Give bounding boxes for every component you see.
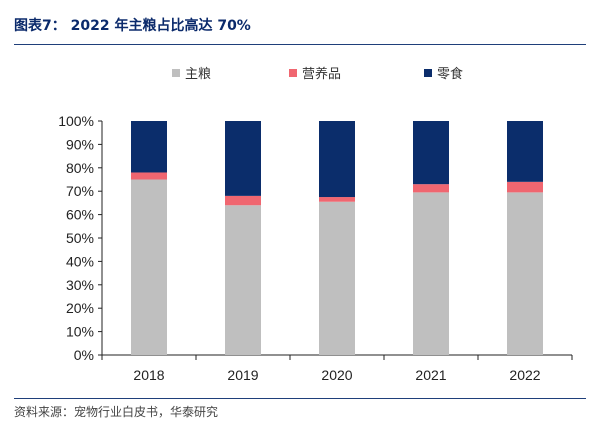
chart-title: 图表7： 2022 年主粮占比高达 70% (14, 18, 251, 34)
bar-segment-2019-snack (225, 121, 261, 196)
legend-item-staple: 主粮 (172, 63, 211, 82)
y-tick-label: 70% (66, 183, 94, 199)
bar-segment-2020-snack (319, 121, 355, 198)
title-rule (14, 44, 586, 45)
y-tick-label: 30% (66, 277, 94, 293)
y-tick-label: 20% (66, 300, 94, 316)
bar-segment-2019-nutrition (225, 195, 261, 206)
legend-label-snack: 零食 (437, 67, 464, 82)
bar-segment-2022-nutrition (507, 181, 543, 193)
bar-segment-2018-staple (131, 179, 167, 355)
bar-segment-2022-staple (507, 192, 543, 355)
x-tick-label: 2019 (227, 367, 258, 383)
bar-segment-2021-staple (413, 192, 449, 355)
bar-segment-2021-nutrition (413, 184, 449, 193)
y-tick-label: 0% (74, 347, 94, 363)
y-tick-label: 10% (66, 324, 94, 340)
x-tick-label: 2021 (415, 367, 446, 383)
legend-label-nutrition: 营养品 (302, 67, 342, 82)
x-tick-label: 2022 (509, 367, 540, 383)
x-tick-label: 2018 (133, 367, 164, 383)
y-tick-label: 80% (66, 160, 94, 176)
y-tick-label: 90% (66, 136, 94, 152)
bar-segment-2018-snack (131, 121, 167, 173)
y-tick-label: 60% (66, 207, 94, 223)
legend-swatch-snack (424, 68, 432, 77)
source-rule (14, 398, 586, 399)
y-tick-label: 50% (66, 230, 94, 246)
source-note: 资料来源：宠物行业白皮书，华泰研究 (14, 405, 219, 419)
legend-swatch-nutrition (289, 68, 297, 77)
bar-segment-2018-nutrition (131, 172, 167, 180)
legend-item-snack: 零食 (424, 63, 463, 82)
y-tick-label: 100% (58, 113, 94, 129)
bar-segment-2020-nutrition (319, 197, 355, 202)
x-tick-label: 2020 (321, 367, 352, 383)
bar-segment-2022-snack (507, 121, 543, 182)
bar-segment-2019-staple (225, 205, 261, 355)
bar-segment-2020-staple (319, 201, 355, 355)
legend: 主粮 营养品 零食 (0, 63, 600, 85)
legend-label-staple: 主粮 (185, 67, 212, 82)
y-tick-label: 40% (66, 253, 94, 269)
legend-item-nutrition: 营养品 (289, 63, 341, 82)
legend-swatch-staple (172, 68, 180, 77)
bar-segment-2021-snack (413, 121, 449, 185)
